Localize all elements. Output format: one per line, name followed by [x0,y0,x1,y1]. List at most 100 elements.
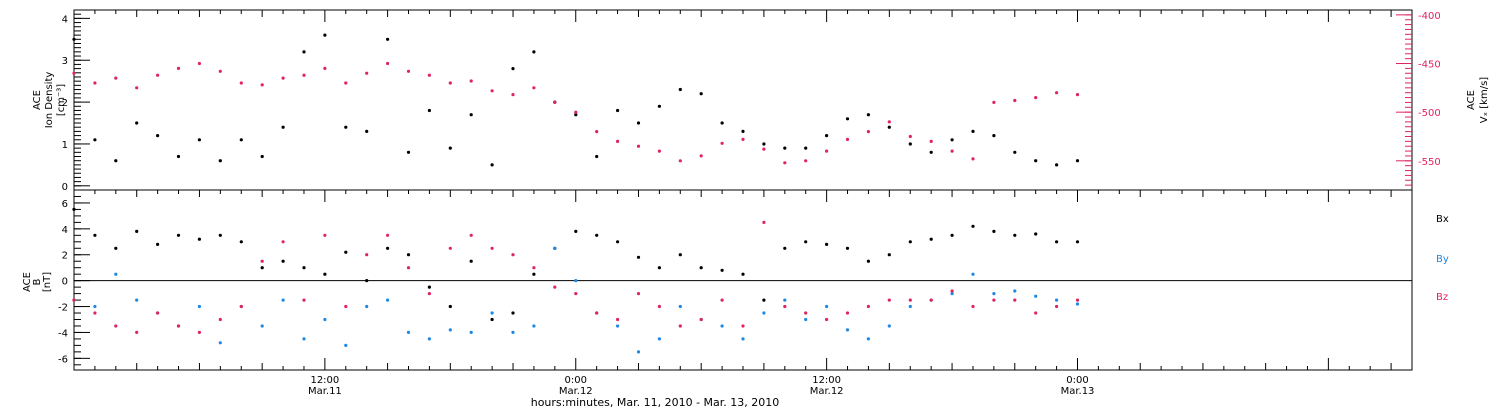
bx-point [741,272,745,276]
by-point [197,304,201,309]
bz-point [260,259,264,263]
bx-point [678,253,682,257]
ion-density-point [365,129,369,133]
by-point [866,337,871,341]
vx-point [72,71,76,75]
vx-point [1013,98,1017,103]
x-tick-label: 0:00 [565,375,587,386]
bx-point [218,233,222,237]
by-point [720,324,724,328]
top-right-tick-label: -550 [1418,157,1441,168]
bx-point [950,233,954,237]
bx-point [490,317,494,322]
ion-density-point [971,129,975,133]
legend-bz: Bz [1436,292,1448,303]
vx-point [406,69,411,73]
bz-point [114,324,118,328]
by-point [741,337,745,341]
by-point [762,311,766,315]
ion-density-point [804,146,808,150]
top-left-tick-label: 1 [62,140,68,151]
vx-point [532,86,536,90]
vx-point [490,89,494,93]
top-ylabel-left-line2: Ion Density [44,72,55,129]
bx-point [239,240,243,244]
vx-point [469,79,473,83]
ion-density-point [511,67,515,71]
top-left-tick-label: 2 [62,98,68,109]
bx-point [595,233,599,237]
bz-point [845,311,850,315]
bz-point [1055,304,1059,309]
bx-point [197,237,201,241]
ion-density-point [595,154,599,159]
x-tick-sublabel: Mar.12 [810,386,844,397]
bottom-left-tick-label: 4 [62,225,68,236]
vx-point [239,81,243,85]
bz-point [302,298,306,302]
bx-point [971,224,975,228]
bz-point [720,298,724,302]
by-point [281,298,285,302]
bz-point [386,233,390,237]
by-point [1034,294,1038,298]
ion-density-point [762,142,766,146]
bz-point [783,304,787,309]
bz-point [950,289,954,293]
top-left-tick-label: 3 [62,56,68,67]
top-right-tick-label: -400 [1418,11,1441,22]
ion-density-point [448,146,452,150]
ion-density-point [1034,159,1038,163]
bx-point [992,229,996,233]
vx-point [197,61,201,66]
ion-density-point [386,37,390,41]
vx-point [825,149,829,153]
by-point [971,272,975,276]
by-point [448,328,452,332]
by-point [302,337,306,341]
vx-point [741,137,745,141]
by-point [678,304,682,309]
bz-point [741,324,745,328]
bx-point [176,233,181,237]
vx-point [114,76,118,80]
bottom-left-tick-label: 0 [62,277,68,288]
bz-point [427,292,431,296]
bx-point [699,266,703,270]
bz-point [574,292,578,296]
bz-point [699,317,703,322]
by-point [616,324,620,328]
by-point [344,343,348,347]
bz-point [929,298,933,302]
bx-point [427,285,431,289]
vx-point [176,66,181,70]
bz-point [156,311,160,315]
bz-point [448,246,452,250]
vx-point [595,130,599,134]
bz-point [1013,298,1017,302]
top-panel-frame [73,9,1413,191]
bz-point [281,240,285,244]
ion-density-point [135,121,139,125]
by-point [1075,302,1080,306]
vx-point [135,86,139,90]
bz-point [532,266,536,270]
bx-point [156,242,160,246]
ion-density-point [1055,163,1059,167]
top-ylabel-left-line3: [cm⁻³] [56,84,67,116]
ion-density-point [72,37,76,41]
bz-point [657,304,662,309]
vx-point [636,144,641,148]
top-ylabel-right-line1: ACE [1466,90,1477,110]
bx-point [762,298,766,302]
bx-point [616,240,620,244]
bx-point [825,242,829,246]
bz-point [511,253,515,257]
by-point [511,330,515,334]
ion-density-point [699,92,703,96]
by-point [260,324,264,328]
bx-point [511,311,515,315]
ion-density-point [845,117,850,121]
ion-density-point [469,113,473,117]
